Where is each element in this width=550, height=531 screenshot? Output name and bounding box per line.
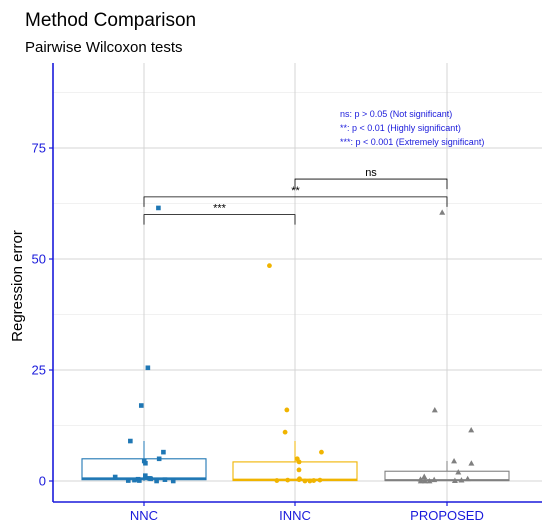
- data-point: [170, 478, 176, 484]
- chart-subtitle: Pairwise Wilcoxon tests: [25, 39, 183, 56]
- data-point: [455, 469, 462, 475]
- data-point: [138, 403, 144, 408]
- data-point: [137, 478, 142, 483]
- data-point: [143, 460, 148, 466]
- data-point: [128, 438, 133, 444]
- y-tick-label: 50: [32, 252, 46, 267]
- legend-entry: ***: p < 0.001 (Extremely significant): [340, 137, 484, 147]
- significance-bracket: [294, 178, 448, 190]
- data-point: [468, 426, 475, 433]
- data-point: [464, 475, 471, 482]
- y-tick-label: 75: [32, 141, 46, 156]
- data-point: [145, 365, 151, 371]
- data-point: [417, 478, 424, 484]
- legend-entry: **: p < 0.01 (Highly significant): [340, 123, 461, 133]
- data-point: [458, 477, 465, 483]
- y-tick-label: 25: [32, 363, 46, 378]
- data-point: [156, 205, 161, 211]
- x-tick-label: INNC: [279, 508, 311, 523]
- data-point: [156, 456, 162, 462]
- data-point: [307, 478, 313, 484]
- significance-label: **: [291, 185, 300, 197]
- data-point: [162, 477, 168, 482]
- significance-bracket: [143, 214, 296, 225]
- data-point: [431, 406, 438, 413]
- data-point: [439, 209, 446, 215]
- data-point: [125, 478, 131, 483]
- significance-bracket: [143, 196, 448, 207]
- data-point: [296, 459, 302, 465]
- data-point: [143, 473, 148, 478]
- data-point: [431, 476, 438, 483]
- y-axis-title: Regression error: [9, 230, 26, 342]
- data-point: [267, 263, 272, 269]
- data-point: [161, 449, 166, 455]
- data-point: [421, 478, 428, 484]
- data-point: [296, 477, 302, 483]
- data-point: [132, 477, 137, 483]
- data-point: [421, 473, 428, 479]
- data-point: [148, 476, 153, 482]
- x-tick-label: PROPOSED: [410, 508, 484, 523]
- data-point: [451, 477, 458, 483]
- y-tick-label: 0: [39, 474, 46, 489]
- data-point: [311, 478, 317, 483]
- data-point: [154, 478, 159, 484]
- x-tick-label: NNC: [130, 508, 158, 523]
- data-point: [284, 407, 290, 413]
- data-point: [319, 449, 324, 455]
- data-point: [317, 477, 323, 483]
- data-point: [451, 458, 458, 464]
- significance-label: ***: [213, 203, 227, 215]
- plot-panel: [53, 63, 542, 502]
- data-point: [274, 478, 280, 483]
- chart-title: Method Comparison: [25, 10, 196, 31]
- data-point: [282, 429, 288, 435]
- data-point: [285, 477, 291, 483]
- data-point: [426, 478, 433, 484]
- data-point: [302, 478, 308, 484]
- legend-entry: ns: p > 0.05 (Not significant): [340, 109, 452, 119]
- significance-label: ns: [365, 167, 377, 179]
- data-point: [468, 460, 475, 466]
- data-point: [296, 467, 302, 473]
- data-point: [112, 474, 118, 480]
